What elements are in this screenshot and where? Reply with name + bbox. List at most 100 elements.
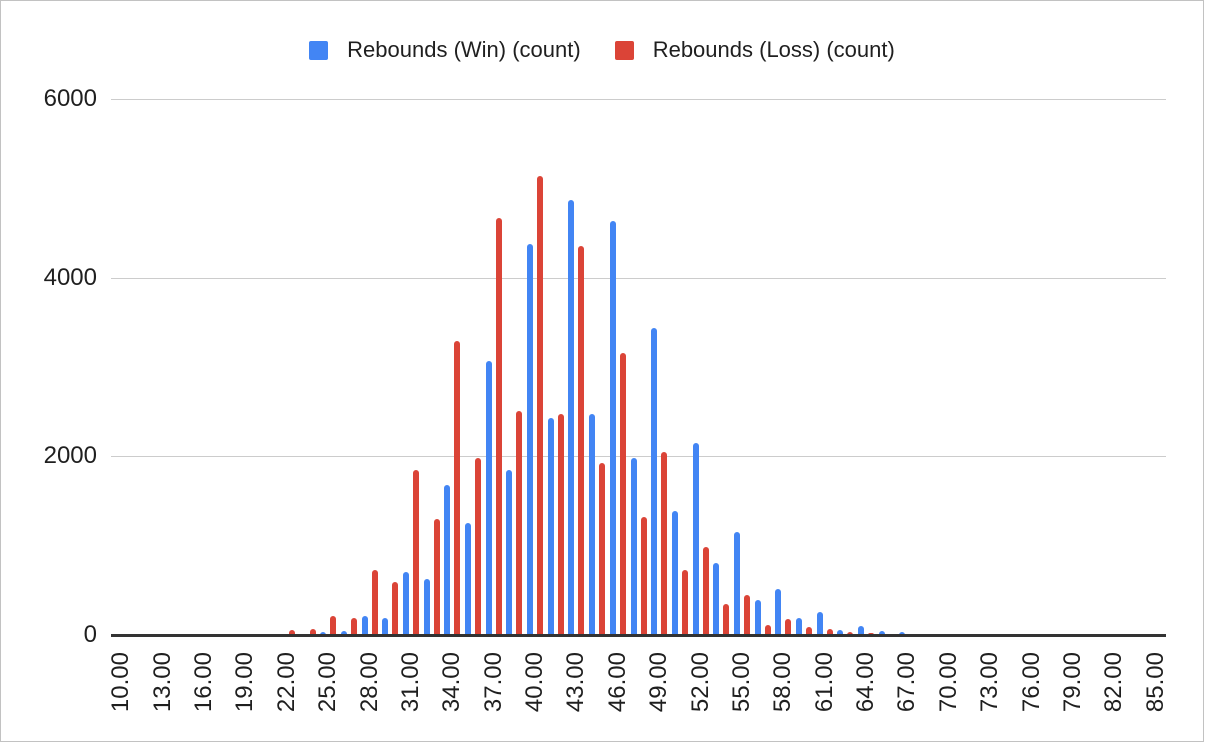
bar-loss-31 — [412, 469, 419, 635]
bar-loss-34 — [454, 341, 461, 635]
bar-loss-37 — [495, 217, 502, 635]
legend-label-win: Rebounds (Win) (count) — [347, 37, 581, 62]
bar-win-49 — [651, 327, 658, 635]
bar-group-31 — [401, 99, 422, 635]
bar-loss-29.5 — [392, 582, 399, 635]
bar-loss-62.5 — [847, 632, 854, 635]
bar-group-47.5 — [628, 99, 649, 635]
x-axis-label: 79.00 — [1058, 652, 1086, 713]
bar-loss-61 — [826, 628, 833, 635]
bar-win-62.5 — [837, 629, 844, 635]
bar-group-35.5 — [463, 99, 484, 635]
bar-group-67 — [897, 99, 918, 635]
bar-loss-41.5 — [557, 414, 564, 635]
bar-win-35.5 — [465, 523, 472, 635]
x-axis-label: 19.00 — [231, 652, 259, 713]
bar-group-22 — [277, 99, 298, 635]
bar-group-68.5 — [918, 99, 939, 635]
bar-group-62.5 — [835, 99, 856, 635]
bar-group-38.5 — [504, 99, 525, 635]
bar-win-46 — [609, 221, 616, 635]
bar-group-59.5 — [794, 99, 815, 635]
bar-loss-53.5 — [723, 603, 730, 635]
plot-area — [111, 99, 1166, 637]
bar-group-71.5 — [959, 99, 980, 635]
bar-group-17.5 — [214, 99, 235, 635]
bar-win-41.5 — [547, 417, 554, 635]
bar-loss-59.5 — [806, 626, 813, 635]
bar-group-26.5 — [339, 99, 360, 635]
bar-group-61 — [814, 99, 835, 635]
bar-group-82 — [1104, 99, 1125, 635]
bar-win-40 — [527, 243, 534, 635]
bar-group-49 — [649, 99, 670, 635]
bar-win-47.5 — [630, 458, 637, 635]
bar-win-25 — [320, 631, 327, 635]
bar-loss-52 — [702, 547, 709, 635]
bar-loss-64 — [868, 632, 875, 635]
bar-loss-22 — [288, 630, 295, 635]
bar-loss-47.5 — [640, 517, 647, 635]
bar-group-64 — [856, 99, 877, 635]
x-axis-label: 73.00 — [976, 652, 1004, 713]
bar-loss-35.5 — [475, 458, 482, 635]
bar-group-74.5 — [1001, 99, 1022, 635]
bar-win-31 — [402, 572, 409, 635]
bar-loss-43 — [578, 246, 585, 635]
bar-group-11.5 — [132, 99, 153, 635]
gridline-6000 — [111, 99, 1166, 100]
bar-group-43 — [566, 99, 587, 635]
bar-group-50.5 — [670, 99, 691, 635]
y-axis-label: 2000 — [43, 442, 97, 470]
legend-label-loss: Rebounds (Loss) (count) — [652, 37, 895, 62]
legend-swatch-win — [309, 40, 329, 60]
bar-group-83.5 — [1125, 99, 1146, 635]
x-axis-label: 10.00 — [107, 652, 135, 713]
bar-win-43 — [568, 199, 575, 635]
bar-win-53.5 — [713, 562, 720, 635]
bar-loss-55 — [743, 594, 750, 635]
bar-win-56.5 — [754, 600, 761, 635]
bar-win-37 — [485, 360, 492, 635]
bar-win-67 — [899, 631, 906, 635]
bar-group-73 — [980, 99, 1001, 635]
bar-loss-40 — [537, 175, 544, 635]
bar-group-41.5 — [545, 99, 566, 635]
bar-group-32.5 — [421, 99, 442, 635]
bar-loss-38.5 — [516, 410, 523, 635]
bar-win-59.5 — [796, 617, 803, 635]
x-axis-label: 85.00 — [1141, 652, 1169, 713]
bar-group-52 — [690, 99, 711, 635]
bar-loss-44.5 — [599, 463, 606, 635]
x-axis-labels: 10.00 13.00 16.00 19.00 22.00 25.00 28.00 31.00… — [107, 644, 1168, 739]
gridline-4000 — [111, 277, 1166, 279]
bar-loss-50.5 — [681, 569, 688, 635]
bar-group-23.5 — [297, 99, 318, 635]
bar-loss-32.5 — [433, 518, 440, 635]
x-axis-label: 67.00 — [893, 652, 921, 713]
x-axis-label: 22.00 — [272, 652, 300, 713]
bar-group-40 — [525, 99, 546, 635]
bar-win-58 — [775, 588, 782, 635]
x-axis-label: 49.00 — [645, 652, 673, 713]
bar-group-65.5 — [876, 99, 897, 635]
legend-item-win: Rebounds (Win) (count) — [309, 37, 581, 63]
y-axis-label: 6000 — [43, 85, 97, 112]
bar-loss-23.5 — [309, 629, 316, 635]
bar-group-34 — [442, 99, 463, 635]
bar-groups — [111, 99, 1166, 635]
x-axis-label: 40.00 — [521, 652, 549, 713]
bar-loss-28 — [371, 570, 378, 635]
bar-win-52 — [692, 442, 699, 635]
x-axis-label: 25.00 — [314, 652, 342, 713]
x-axis-line — [111, 634, 1166, 637]
bar-group-76 — [1021, 99, 1042, 635]
bar-group-14.5 — [173, 99, 194, 635]
bar-group-53.5 — [711, 99, 732, 635]
bar-group-79 — [1063, 99, 1084, 635]
bar-group-13 — [152, 99, 173, 635]
bar-group-10 — [111, 99, 132, 635]
x-axis-label: 13.00 — [148, 652, 176, 713]
bar-group-58 — [773, 99, 794, 635]
